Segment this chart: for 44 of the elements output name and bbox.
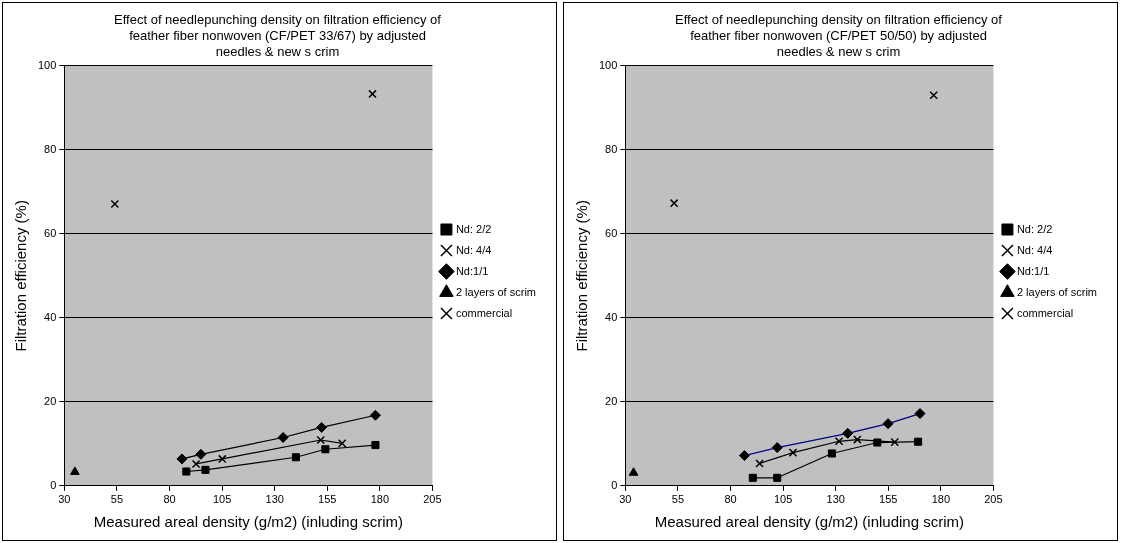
y-tick-label: 100 (598, 58, 618, 71)
x-axis-title: Measured areal density (g/m2) (inluding scrim) (93, 513, 404, 531)
x-tick-label: 105 (773, 493, 793, 506)
x-tick-label: 30 (58, 493, 71, 506)
y-tick-label: 20 (605, 394, 618, 407)
x-tick-label: 30 (619, 493, 632, 506)
y-axis-title: Filtration efficiency (%) (12, 200, 30, 352)
x-tick-label: 55 (671, 493, 685, 506)
y-tick-label: 80 (44, 142, 57, 155)
x-tick-label: 205 (984, 493, 1003, 506)
x-tick-label: 155 (879, 493, 898, 506)
legend-label: Nd: 2/2 (455, 222, 492, 235)
y-tick-label: 60 (605, 226, 618, 239)
y-tick-label: 80 (605, 142, 618, 155)
legend-label: commercial (1016, 306, 1074, 319)
legend-label: commercial (455, 306, 513, 319)
x-tick-label: 130 (265, 493, 284, 506)
legend-label: Nd: 4/4 (1016, 243, 1053, 256)
legend-label: 2 layers of scrim (455, 285, 537, 298)
y-tick-label: 60 (44, 226, 57, 239)
x-tick-label: 180 (370, 493, 390, 506)
y-tick-label: 0 (611, 478, 618, 491)
y-tick-label: 40 (44, 310, 57, 323)
legend-label: Nd: 2/2 (1016, 222, 1053, 235)
y-tick-label: 40 (605, 310, 618, 323)
x-tick-label: 180 (931, 493, 951, 506)
x-tick-label: 80 (163, 493, 176, 506)
y-tick-label: 20 (44, 394, 57, 407)
x-tick-label: 55 (110, 493, 124, 506)
x-tick-label: 130 (826, 493, 845, 506)
chart-title: Effect of needlepunching density on filtration efficiency of feather fiber nonwoven (CF/PET 50/50) by adjusted needles & new s crim (675, 12, 1003, 59)
legend-label: Nd:1/1 (1016, 264, 1050, 277)
legend-label: Nd:1/1 (455, 264, 489, 277)
x-axis-title: Measured areal density (g/m2) (inluding scrim) (654, 513, 965, 531)
x-tick-label: 80 (724, 493, 737, 506)
legend-label: 2 layers of scrim (1016, 285, 1098, 298)
x-tick-label: 105 (212, 493, 232, 506)
legend-label: Nd: 4/4 (455, 243, 492, 256)
y-axis-title: Filtration efficiency (%) (573, 200, 591, 352)
y-tick-label: 100 (37, 58, 57, 71)
chart-title: Effect of needlepunching density on filtration efficiency of feather fiber nonwoven (CF/PET 33/67) by adjusted needles & new s crim (114, 12, 442, 59)
x-tick-label: 155 (318, 493, 337, 506)
y-tick-label: 0 (50, 478, 57, 491)
x-tick-label: 205 (423, 493, 442, 506)
